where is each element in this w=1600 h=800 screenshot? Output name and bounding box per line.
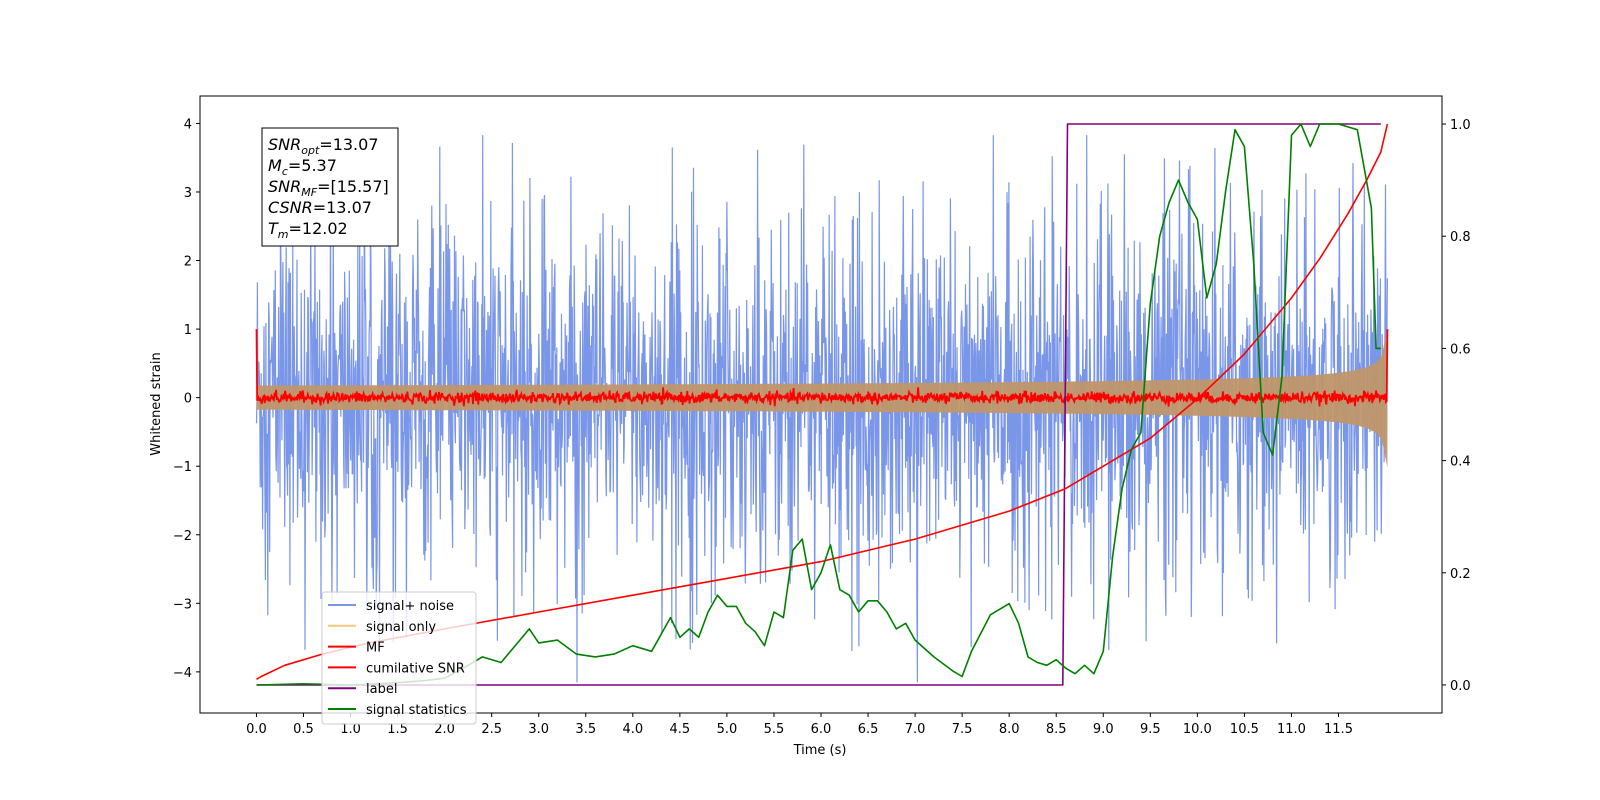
legend-label: cumilative SNR xyxy=(366,661,465,676)
legend-frame xyxy=(321,591,477,725)
legend-label: MF xyxy=(366,641,385,656)
mf-line xyxy=(255,329,1389,407)
y-axis-left: 4 3 2 1 0 −1 −2 −3 −4 xyxy=(173,117,200,681)
y2-tick-label: 0.8 xyxy=(1450,230,1471,245)
y-axis-title: Whitened strain xyxy=(149,352,164,455)
x-tick-label: 4.5 xyxy=(670,722,691,737)
y-tick-label: −3 xyxy=(173,597,192,612)
x-axis-title: Time (s) xyxy=(793,743,847,758)
y2-tick-label: 0.0 xyxy=(1450,679,1471,694)
x-tick-label: 5.0 xyxy=(717,722,738,737)
y-axis-right: 1.0 0.8 0.6 0.4 0.2 0.0 xyxy=(1442,118,1471,694)
x-tick-label: 9.0 xyxy=(1093,722,1114,737)
x-tick-label: 8.5 xyxy=(1046,722,1067,737)
legend-label: signal+ noise xyxy=(366,599,454,614)
signal-noise-line xyxy=(255,135,1388,683)
legend-label: signal only xyxy=(366,620,436,635)
y-tick-label: 1 xyxy=(184,323,192,338)
x-tick-label: 5.5 xyxy=(764,722,785,737)
x-tick-label: 11.5 xyxy=(1324,722,1353,737)
y2-tick-label: 0.6 xyxy=(1450,342,1471,357)
y-tick-label: 4 xyxy=(184,117,192,132)
x-tick-label: 1.5 xyxy=(387,722,408,737)
x-tick-label: 1.0 xyxy=(340,722,361,737)
x-tick-label: 8.0 xyxy=(999,722,1020,737)
x-tick-label: 7.0 xyxy=(905,722,926,737)
legend-label: signal statistics xyxy=(366,703,467,718)
x-tick-label: 10.0 xyxy=(1183,722,1212,737)
legend: signal+ noise signal only MF cumilative SNR… xyxy=(321,591,477,725)
info-line: Mc=5.37 xyxy=(268,156,337,178)
x-tick-label: 7.5 xyxy=(952,722,973,737)
y2-tick-label: 0.4 xyxy=(1450,455,1471,470)
x-tick-label: 2.5 xyxy=(481,722,502,737)
y2-tick-label: 0.2 xyxy=(1450,567,1471,582)
y2-tick-label: 1.0 xyxy=(1450,118,1471,133)
y-tick-label: −1 xyxy=(173,460,192,475)
x-axis: 0.0 0.5 1.0 1.5 2.0 2.5 3.0 3.5 4.0 4.5 5.0 5.5 6.0 6… xyxy=(246,713,1353,737)
x-tick-label: 3.5 xyxy=(575,722,596,737)
x-tick-label: 9.5 xyxy=(1140,722,1161,737)
x-tick-label: 0.5 xyxy=(293,722,314,737)
x-tick-label: 10.5 xyxy=(1230,722,1259,737)
info-line: Tm=12.02 xyxy=(268,219,348,241)
info-line: SNRMF=[15.57] xyxy=(268,177,389,199)
info-line: CSNR=13.07 xyxy=(268,198,372,217)
x-tick-label: 4.0 xyxy=(622,722,643,737)
y-tick-label: 2 xyxy=(184,255,192,270)
y-tick-label: −2 xyxy=(173,529,192,544)
info-box-frame xyxy=(261,127,399,247)
y-tick-label: 0 xyxy=(184,392,192,407)
y-tick-label: −4 xyxy=(173,666,192,681)
info-line: SNRopt=13.07 xyxy=(268,135,379,157)
x-tick-label: 2.0 xyxy=(434,722,455,737)
legend-label: label xyxy=(366,682,397,697)
info-box: SNRopt=13.07Mc=5.37SNRMF=[15.57]CSNR=13.… xyxy=(261,127,399,247)
y-tick-label: 3 xyxy=(184,186,192,201)
x-tick-label: 0.0 xyxy=(246,722,267,737)
x-tick-label: 11.0 xyxy=(1277,722,1306,737)
label-line xyxy=(256,123,1381,686)
x-tick-label: 3.0 xyxy=(528,722,549,737)
x-tick-label: 6.0 xyxy=(811,722,832,737)
x-tick-label: 6.5 xyxy=(858,722,879,737)
signal-statistics-line xyxy=(256,123,1381,686)
